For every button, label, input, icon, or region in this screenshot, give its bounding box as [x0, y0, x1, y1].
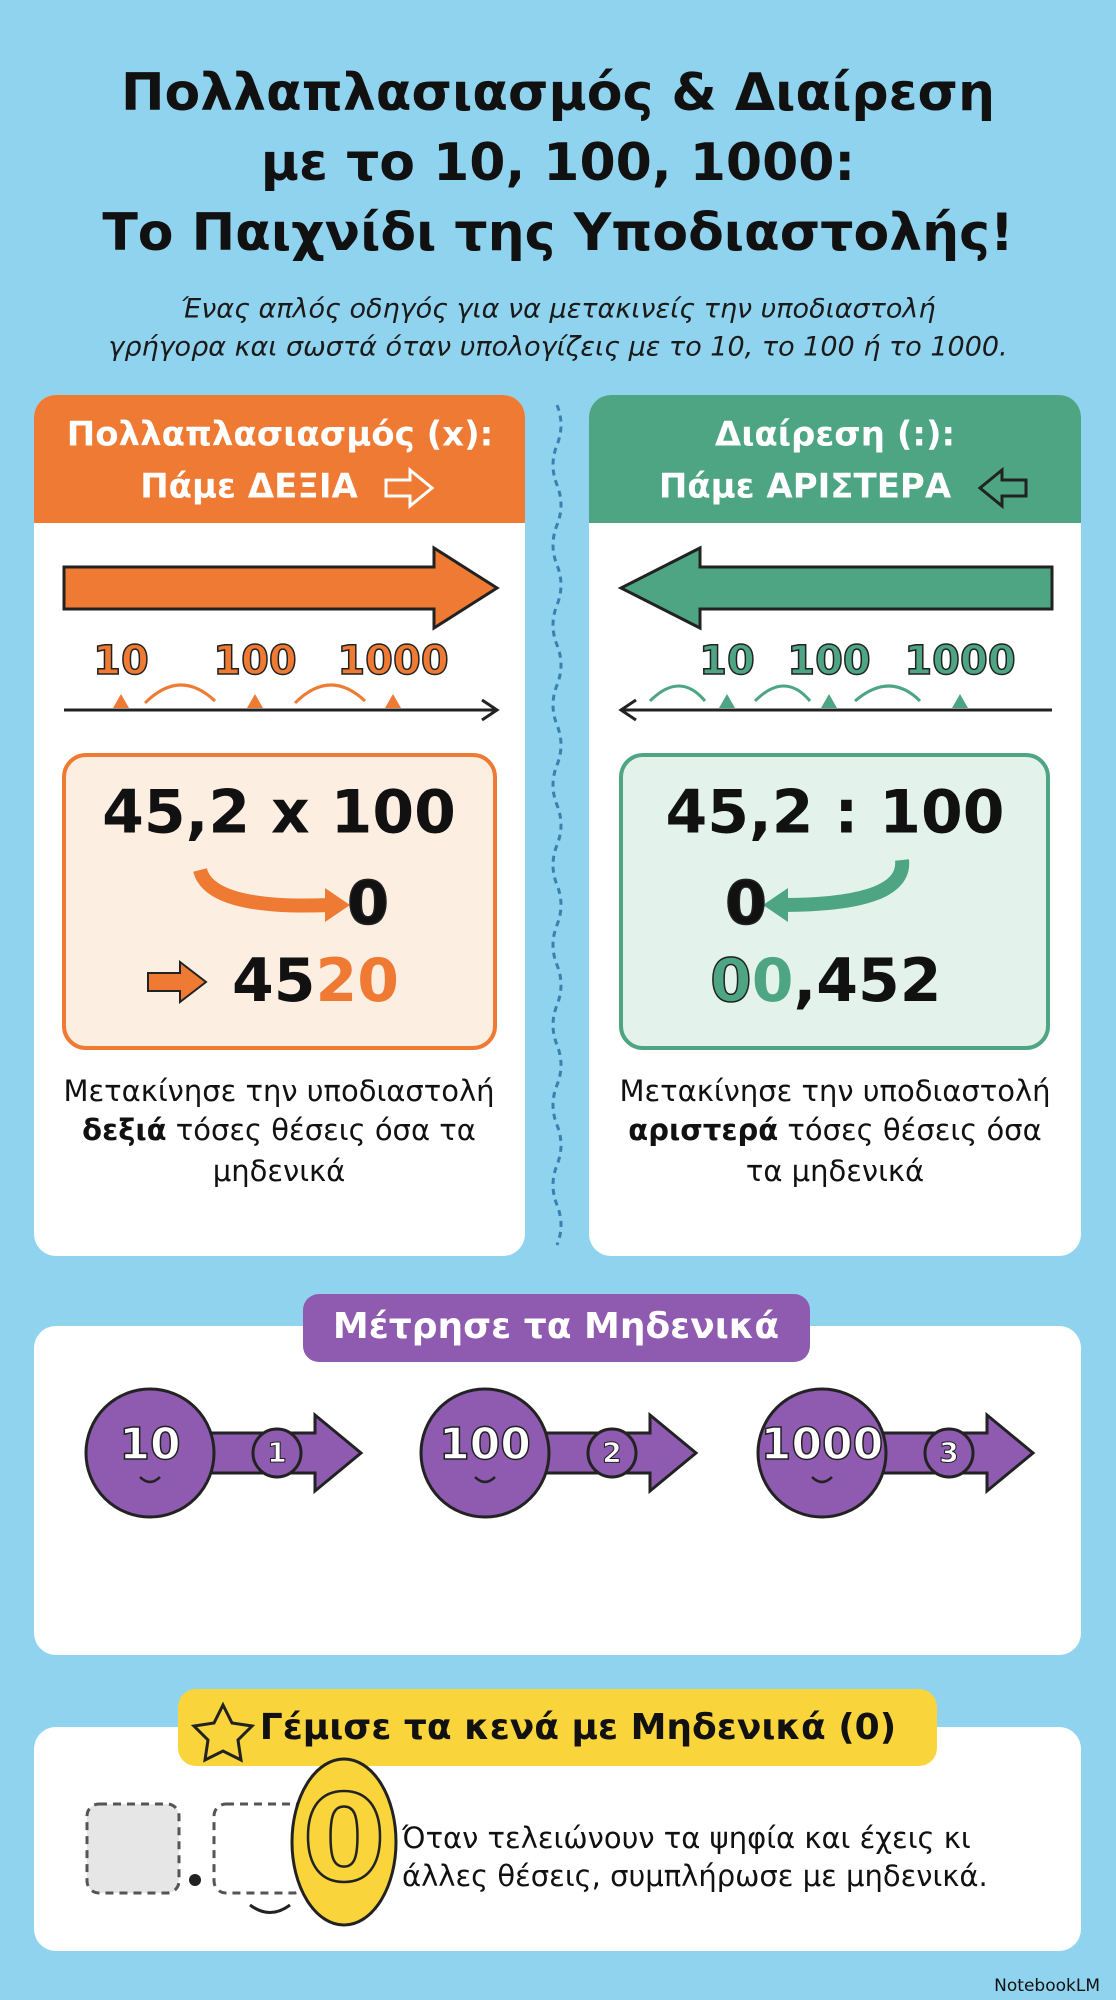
number-circle	[756, 1387, 888, 1519]
arrow-head	[618, 698, 637, 722]
fill-pill	[178, 1689, 937, 1766]
arrow-icon	[147, 959, 208, 1005]
curved-arrow	[193, 867, 331, 913]
scale-label: 1000	[904, 638, 1015, 684]
divide-header	[589, 395, 1081, 523]
zero-character	[290, 1757, 398, 1927]
decimal-point	[189, 1874, 201, 1886]
panel-heading: Πάμε ΑΡΙΣΤΕΡΑ	[659, 467, 952, 507]
zero-digit: 0	[302, 1771, 386, 1910]
subtitle-line: Ένας απλός οδηγός για να μετακινείς την …	[181, 294, 936, 325]
result-part: 0	[752, 946, 794, 1016]
description: αριστερά τόσες θέσεις όσα	[628, 1113, 1041, 1147]
title-line: Το Παιχνίδι της Υποδιαστολής!	[102, 203, 1013, 263]
moved-digit: 0	[347, 869, 389, 939]
panel-heading: Διαίρεση (:):	[715, 415, 955, 455]
scale-label: 100	[213, 638, 297, 684]
description: δεξιά τόσες θέσεις όσα τα	[82, 1113, 476, 1147]
title-line: με το 10, 100, 1000:	[261, 133, 855, 193]
count-title: Μέτρησε τα Μηδενικά	[333, 1306, 779, 1347]
curved-arrow	[781, 859, 910, 912]
number-circle	[419, 1387, 551, 1519]
result: 4520	[232, 946, 399, 1016]
count-pill	[303, 1294, 810, 1362]
markers	[113, 694, 401, 708]
description-part: τόσες θέσεις όσα	[787, 1113, 1041, 1147]
description-bold: αριστερά	[628, 1113, 778, 1147]
example: 45,2 x 100	[102, 778, 456, 848]
result-part: 45	[232, 946, 316, 1016]
number: 1000	[761, 1419, 883, 1470]
zero-count: 2	[602, 1436, 621, 1469]
description: Μετακίνησε την υποδιαστολή	[63, 1074, 494, 1108]
description: Μετακίνησε την υποδιαστολή	[619, 1074, 1050, 1108]
footer-brand: NotebookLM	[994, 1976, 1100, 1996]
arrow-icon	[977, 466, 1028, 510]
zero-count: 3	[939, 1436, 958, 1469]
panel-heading: Πολλαπλασιασμός (x):	[67, 415, 494, 455]
description-bold: δεξιά	[82, 1113, 166, 1147]
smile	[474, 1476, 496, 1484]
result-part: 20	[316, 946, 400, 1016]
result: 00,452	[710, 946, 942, 1016]
arrow-head	[481, 698, 500, 722]
title-line: Πολλαπλασιασμός & Διαίρεση	[121, 63, 995, 123]
scale-label: 1000	[337, 638, 448, 684]
fill-text: Όταν τελειώνουν τα ψηφία και έχεις κι	[401, 1821, 971, 1855]
hop-arrows	[648, 684, 922, 703]
number: 100	[439, 1419, 531, 1470]
arrow-head	[325, 888, 350, 922]
fill-panel	[34, 1727, 1081, 1951]
direction-arrow	[617, 545, 1054, 631]
description-part: τόσες θέσεις όσα τα	[176, 1113, 476, 1147]
zero-count-circle	[251, 1427, 303, 1479]
scale-label: 10	[699, 638, 755, 684]
curved-arrow	[249, 1903, 291, 1914]
zero-count: 1	[267, 1436, 286, 1469]
arrow-head	[763, 888, 788, 922]
subtitle-line: γρήγορα και σωστά όταν υπολογίζεις με το…	[108, 332, 1007, 363]
example: 45,2 : 100	[665, 778, 1004, 848]
smile	[811, 1476, 833, 1484]
number: 10	[119, 1419, 180, 1470]
direction-arrow	[62, 545, 500, 631]
number-circle	[84, 1387, 216, 1519]
star-icon	[190, 1701, 256, 1763]
fill-title: Γέμισε τα κενά με Μηδενικά (0)	[260, 1707, 896, 1748]
zero-count-circle	[923, 1427, 975, 1479]
smile	[139, 1476, 161, 1484]
moved-digit: 0	[725, 869, 767, 939]
fill-text: άλλες θέσεις, συμπλήρωσε με μηδενικά.	[402, 1859, 988, 1893]
divider	[551, 404, 563, 1246]
scale-label: 100	[787, 638, 871, 684]
description: τα μηδενικά	[746, 1154, 924, 1188]
description: μηδενικά	[213, 1154, 345, 1188]
result-part: 0	[710, 946, 752, 1016]
count-items: 10 1 100 2 1000 3	[84, 1387, 1036, 1519]
hop-arrows	[143, 683, 367, 705]
result-part: ,452	[794, 946, 942, 1016]
multiply-header	[34, 395, 525, 523]
empty-box	[85, 1802, 181, 1895]
scale-label: 10	[93, 638, 149, 684]
panel-heading: Πάμε ΔΕΞΙΑ	[140, 467, 358, 507]
zero-count-circle	[586, 1427, 638, 1479]
arrow-icon	[384, 466, 435, 510]
